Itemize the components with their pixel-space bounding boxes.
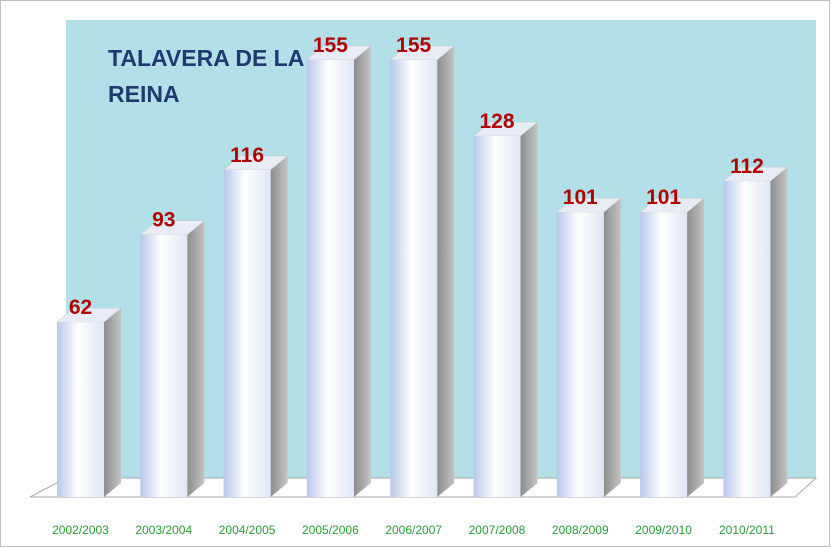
x-tick-label: 2007/2008 <box>469 523 526 537</box>
data-label: 155 <box>396 34 431 57</box>
data-label: 116 <box>230 144 264 167</box>
bar-side <box>270 155 288 497</box>
x-tick-label: 2006/2007 <box>385 523 442 537</box>
bar-side <box>687 198 705 497</box>
x-tick-label: 2003/2004 <box>135 523 192 537</box>
data-label: 101 <box>646 186 681 209</box>
data-label: 101 <box>563 186 598 209</box>
bar <box>640 212 688 497</box>
bar-side <box>104 308 121 497</box>
data-label: 112 <box>730 155 764 178</box>
data-label: 128 <box>479 110 514 133</box>
x-tick-label: 2004/2005 <box>219 523 276 537</box>
bar-side <box>770 167 788 497</box>
x-tick-label: 2010/2011 <box>719 523 775 537</box>
x-tick-label: 2008/2009 <box>552 523 609 537</box>
bar <box>57 322 104 497</box>
bar-side <box>353 45 371 498</box>
chart-title: TALAVERA DE LA REINA <box>108 45 304 107</box>
bar <box>723 181 771 497</box>
x-tick-label: 2005/2006 <box>302 523 359 537</box>
data-label: 155 <box>313 34 348 57</box>
bar <box>556 212 604 497</box>
bar <box>223 169 271 497</box>
x-tick-label: 2009/2010 <box>635 523 692 537</box>
bar <box>473 136 521 498</box>
bar-side <box>187 220 205 498</box>
bar <box>140 234 188 498</box>
bar <box>306 59 354 498</box>
x-tick-label: 2002/2003 <box>52 523 109 537</box>
bar-side <box>437 45 455 498</box>
data-label: 62 <box>69 296 92 319</box>
bar-side <box>603 198 621 497</box>
bar <box>390 59 438 498</box>
data-label: 93 <box>152 209 175 232</box>
bar-side <box>520 122 538 497</box>
